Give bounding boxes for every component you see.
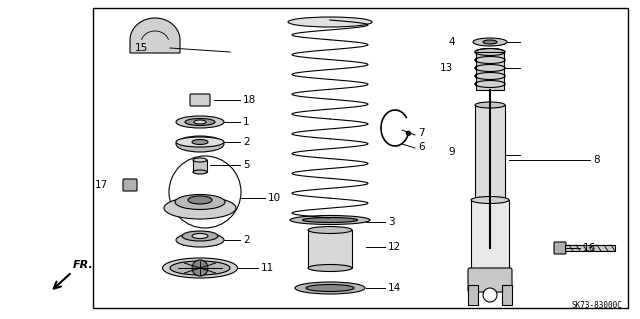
Text: SK73-83000C: SK73-83000C [571, 301, 622, 310]
Bar [502, 285, 512, 305]
Text: 17: 17 [95, 180, 108, 190]
Text: 11: 11 [261, 263, 275, 273]
Ellipse shape [483, 40, 497, 44]
Bar [308, 230, 352, 268]
Ellipse shape [192, 139, 208, 145]
Circle shape [406, 131, 410, 135]
Ellipse shape [176, 136, 224, 152]
Ellipse shape [192, 234, 208, 239]
FancyBboxPatch shape [468, 268, 512, 292]
FancyBboxPatch shape [554, 242, 566, 254]
Ellipse shape [475, 72, 505, 79]
Ellipse shape [471, 197, 509, 204]
Text: 16: 16 [583, 243, 596, 253]
Ellipse shape [193, 170, 207, 174]
Ellipse shape [193, 158, 207, 162]
Ellipse shape [475, 64, 505, 71]
Ellipse shape [194, 120, 206, 124]
Ellipse shape [290, 216, 370, 225]
Text: 7: 7 [418, 128, 424, 138]
Text: 5: 5 [243, 160, 250, 170]
Ellipse shape [295, 282, 365, 294]
Text: FR.: FR. [73, 260, 93, 270]
Ellipse shape [188, 196, 212, 204]
Ellipse shape [308, 226, 352, 234]
Circle shape [483, 288, 497, 302]
Text: 2: 2 [243, 137, 250, 147]
Text: 12: 12 [388, 242, 401, 252]
Ellipse shape [175, 195, 225, 210]
Ellipse shape [163, 258, 237, 278]
Text: 18: 18 [243, 95, 256, 105]
Text: 13: 13 [440, 63, 453, 73]
Ellipse shape [475, 102, 505, 108]
Text: 14: 14 [388, 283, 401, 293]
Ellipse shape [185, 118, 215, 125]
Text: 9: 9 [449, 147, 455, 157]
Ellipse shape [475, 80, 505, 87]
Bar [471, 200, 509, 270]
Bar [193, 160, 207, 172]
Text: 2: 2 [243, 235, 250, 245]
Ellipse shape [475, 197, 505, 203]
Ellipse shape [306, 285, 354, 292]
Text: 4: 4 [449, 37, 455, 47]
Ellipse shape [176, 233, 224, 247]
Ellipse shape [164, 197, 236, 219]
Ellipse shape [308, 264, 352, 271]
Text: 1: 1 [243, 117, 250, 127]
Text: 10: 10 [268, 193, 281, 203]
Polygon shape [130, 18, 180, 53]
Ellipse shape [473, 38, 507, 46]
Bar [476, 52, 504, 90]
Ellipse shape [303, 218, 358, 222]
Text: 6: 6 [418, 142, 424, 152]
Ellipse shape [182, 231, 218, 241]
Bar [475, 105, 505, 200]
Text: 3: 3 [388, 217, 395, 227]
Text: 15: 15 [135, 43, 148, 53]
Ellipse shape [288, 17, 372, 27]
Bar [93, 8, 628, 308]
Bar [468, 285, 478, 305]
Ellipse shape [176, 137, 224, 147]
FancyBboxPatch shape [190, 94, 210, 106]
FancyBboxPatch shape [123, 179, 137, 191]
Ellipse shape [475, 48, 505, 56]
Ellipse shape [475, 56, 505, 63]
Circle shape [192, 260, 208, 276]
Ellipse shape [176, 116, 224, 128]
Text: 8: 8 [593, 155, 600, 165]
Ellipse shape [170, 261, 230, 275]
Bar [565, 245, 615, 251]
